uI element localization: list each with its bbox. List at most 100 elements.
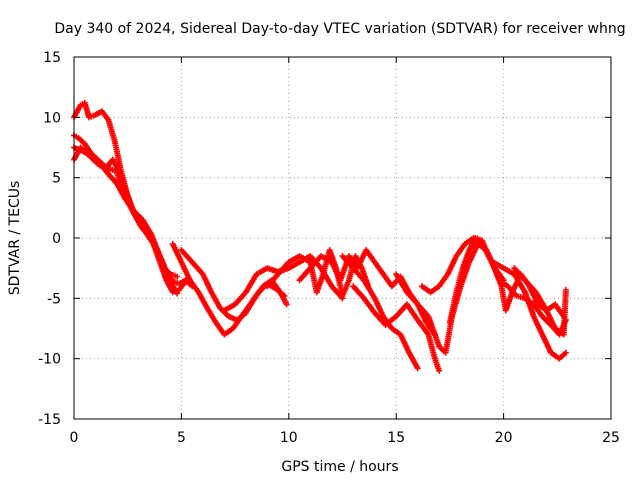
y-tick-label: 15 [43,50,61,66]
data-point-trail [549,350,561,361]
data-point-trail [416,302,431,318]
data-point-trail [200,273,214,294]
y-tick-label: 10 [43,110,61,126]
data-point-trail [105,118,118,143]
chart-title: Day 340 of 2024, Sidereal Day-to-day VTE… [54,21,625,37]
data-point-trail [177,282,186,292]
data-point-trail [426,315,442,348]
data-point-trail [164,278,175,294]
data-point [174,290,181,297]
data-point-trail [351,266,366,282]
x-tick-label: 0 [70,430,79,446]
data-point-trail [71,103,83,119]
data-point-trail [190,260,205,276]
series-15 [489,259,569,362]
data-point-trail [491,260,505,271]
data-point-trail [252,284,265,300]
data-point-trail [372,260,386,276]
data-point-trail [88,112,97,120]
data-point-trail [383,314,398,327]
data-point-trail [136,218,147,230]
data-point-trail [425,333,438,360]
data-point-trail [340,254,355,270]
data-point-trail [308,254,323,270]
data-point [414,365,421,372]
data-point-trail [533,290,549,312]
data-point-trail [531,303,545,318]
data-point-trail [177,278,188,286]
data-point-trail [76,136,87,146]
data-point-trail [531,315,545,336]
y-tick-label: -10 [38,352,61,368]
data-point-trail [109,167,118,174]
data-point-trail [523,278,538,294]
data-point-trail [560,288,569,336]
data-point-trail [544,309,558,330]
data-point-trail [94,109,104,118]
data-point-trail [407,351,420,370]
data-point-trail [89,154,102,165]
data-point-trail [390,326,402,337]
data-point-trail [420,284,432,295]
data-point-trail [110,158,122,173]
data-point-trail [287,254,301,265]
data-point [562,349,569,356]
data-point-trail [100,109,111,122]
data-point-trail [429,284,441,295]
data-point-trail [405,290,420,306]
data-point-trail [287,260,301,271]
data-point-trail [364,248,377,264]
data-point-trail [432,357,442,372]
data-point [283,301,290,308]
data-point-trail [297,266,312,282]
data-point-trail [394,272,409,294]
series-11 [350,283,443,374]
x-tick-label: 10 [280,430,298,446]
data-point-trail [515,293,526,301]
data-point-trail [112,140,124,173]
data-point-trail [179,260,193,282]
data-point-trail [132,209,145,222]
data-point-trail [209,291,223,310]
data-point-trail [114,182,128,201]
data-point-trail [319,254,333,265]
data-point-trail [540,314,553,327]
data-point-trail [223,326,235,337]
x-tick-label: 20 [495,430,513,446]
data-point-trail [522,291,537,318]
data-point-trail [415,318,431,336]
data-point-trail [372,297,386,318]
y-tick-label: -5 [47,291,61,307]
data-point-trail [512,266,527,282]
series-1 [71,99,196,290]
data-point-trail [188,278,201,294]
data-point [436,367,443,374]
data-point-trail [558,351,568,361]
data-point-trail [361,278,377,300]
data-point-trail [98,161,111,176]
x-tick-label: 5 [177,430,186,446]
data-point-trail [298,254,312,265]
data-point-trail [467,236,478,252]
data-point-trail [398,333,412,354]
data-point-trail [405,302,420,322]
data-point-trail [362,296,377,315]
data-point [562,286,569,293]
data-point-trail [437,272,450,288]
data-point-trail [149,233,163,258]
y-tick-label: -15 [38,412,61,428]
data-point [180,280,187,287]
data-point-trail [447,291,459,324]
data-point-trail [502,266,516,277]
data-point-trail [81,149,93,158]
data-point-trail [479,239,491,258]
data-point-trail [205,306,218,324]
data-point-trail [233,290,248,306]
data-point-trail [82,142,94,155]
data-point-trail [235,311,248,322]
series-6 [178,247,290,324]
data-point-trail [123,198,136,213]
data-point-trail [474,235,483,243]
data-point-trail [223,302,237,313]
